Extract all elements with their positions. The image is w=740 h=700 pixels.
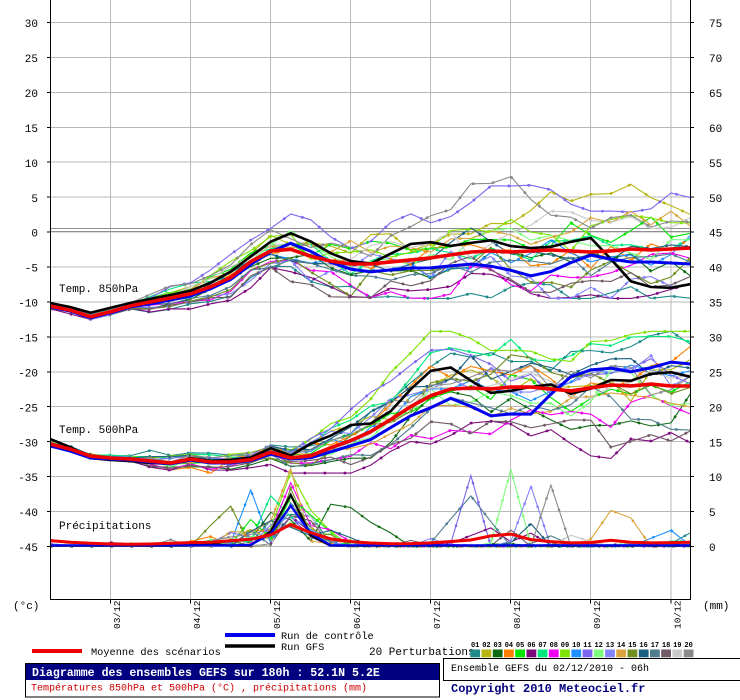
svg-text:09: 09 bbox=[561, 642, 569, 650]
svg-text:18: 18 bbox=[662, 642, 670, 650]
svg-text:20 Perturbations: 20 Perturbations bbox=[369, 647, 475, 659]
svg-text:-40: -40 bbox=[18, 508, 38, 520]
svg-text:05: 05 bbox=[516, 642, 524, 650]
svg-text:11: 11 bbox=[583, 642, 591, 650]
svg-text:09/12: 09/12 bbox=[592, 600, 603, 629]
svg-text:25: 25 bbox=[709, 368, 722, 380]
svg-text:55: 55 bbox=[709, 159, 722, 171]
svg-text:15: 15 bbox=[709, 438, 722, 450]
svg-text:Temp. 500hPa: Temp. 500hPa bbox=[59, 425, 139, 437]
svg-text:Copyright 2010 Meteociel.fr: Copyright 2010 Meteociel.fr bbox=[451, 682, 645, 696]
svg-text:Précipitations: Précipitations bbox=[59, 521, 151, 533]
svg-text:20: 20 bbox=[25, 89, 38, 101]
svg-text:13: 13 bbox=[606, 642, 614, 650]
svg-text:05/12: 05/12 bbox=[272, 600, 283, 629]
svg-text:Températures 850hPa et 500hPa: Températures 850hPa et 500hPa (°C) , pré… bbox=[31, 683, 367, 695]
svg-text:-45: -45 bbox=[18, 543, 38, 555]
svg-text:-15: -15 bbox=[18, 334, 38, 346]
svg-text:Run GFS: Run GFS bbox=[281, 642, 324, 654]
svg-text:10/12: 10/12 bbox=[672, 600, 683, 629]
svg-text:(mm): (mm) bbox=[703, 601, 729, 613]
svg-text:40: 40 bbox=[709, 264, 722, 276]
svg-text:15: 15 bbox=[25, 124, 38, 136]
svg-text:08: 08 bbox=[550, 642, 558, 650]
svg-text:75: 75 bbox=[709, 19, 722, 31]
svg-text:45: 45 bbox=[709, 229, 722, 241]
svg-text:60: 60 bbox=[709, 124, 722, 136]
svg-text:30: 30 bbox=[709, 334, 722, 346]
svg-text:15: 15 bbox=[628, 642, 636, 650]
svg-text:25: 25 bbox=[25, 54, 38, 66]
svg-text:04: 04 bbox=[505, 642, 513, 650]
svg-text:Run de contrôle: Run de contrôle bbox=[281, 631, 374, 643]
svg-text:14: 14 bbox=[617, 642, 625, 650]
svg-text:Ensemble GEFS du 02/12/2010 -: Ensemble GEFS du 02/12/2010 - 06h bbox=[451, 663, 649, 675]
svg-text:30: 30 bbox=[25, 19, 38, 31]
svg-text:Moyenne des scénarios: Moyenne des scénarios bbox=[91, 647, 221, 659]
svg-text:10: 10 bbox=[572, 642, 580, 650]
svg-text:5: 5 bbox=[709, 508, 716, 520]
svg-text:06: 06 bbox=[527, 642, 535, 650]
svg-text:07/12: 07/12 bbox=[432, 600, 443, 629]
svg-text:20: 20 bbox=[709, 403, 722, 415]
svg-text:5: 5 bbox=[31, 194, 38, 206]
svg-text:16: 16 bbox=[639, 642, 647, 650]
svg-text:10: 10 bbox=[709, 473, 722, 485]
svg-text:70: 70 bbox=[709, 54, 722, 66]
svg-text:50: 50 bbox=[709, 194, 722, 206]
svg-text:0: 0 bbox=[709, 543, 716, 555]
svg-text:Temp. 850hPa: Temp. 850hPa bbox=[59, 284, 139, 296]
svg-text:65: 65 bbox=[709, 89, 722, 101]
svg-text:35: 35 bbox=[709, 299, 722, 311]
svg-text:07: 07 bbox=[538, 642, 546, 650]
svg-text:-25: -25 bbox=[18, 403, 38, 415]
svg-text:03/12: 03/12 bbox=[112, 600, 123, 629]
svg-text:01: 01 bbox=[471, 642, 479, 650]
svg-text:-10: -10 bbox=[18, 299, 38, 311]
svg-text:(°c): (°c) bbox=[13, 601, 39, 613]
svg-text:20: 20 bbox=[684, 642, 692, 650]
svg-text:-30: -30 bbox=[18, 438, 38, 450]
svg-text:04/12: 04/12 bbox=[192, 600, 203, 629]
svg-text:06/12: 06/12 bbox=[352, 600, 363, 629]
svg-text:-35: -35 bbox=[18, 473, 38, 485]
svg-text:08/12: 08/12 bbox=[512, 600, 523, 629]
svg-text:02: 02 bbox=[482, 642, 490, 650]
svg-text:10: 10 bbox=[25, 159, 38, 171]
svg-text:17: 17 bbox=[651, 642, 659, 650]
svg-text:Diagramme des ensembles GEFS s: Diagramme des ensembles GEFS sur 180h : … bbox=[32, 667, 380, 680]
svg-text:-20: -20 bbox=[18, 368, 38, 380]
svg-text:0: 0 bbox=[31, 229, 38, 241]
svg-text:12: 12 bbox=[594, 642, 602, 650]
svg-text:19: 19 bbox=[673, 642, 681, 650]
svg-text:03: 03 bbox=[493, 642, 501, 650]
svg-text:-5: -5 bbox=[25, 264, 38, 276]
